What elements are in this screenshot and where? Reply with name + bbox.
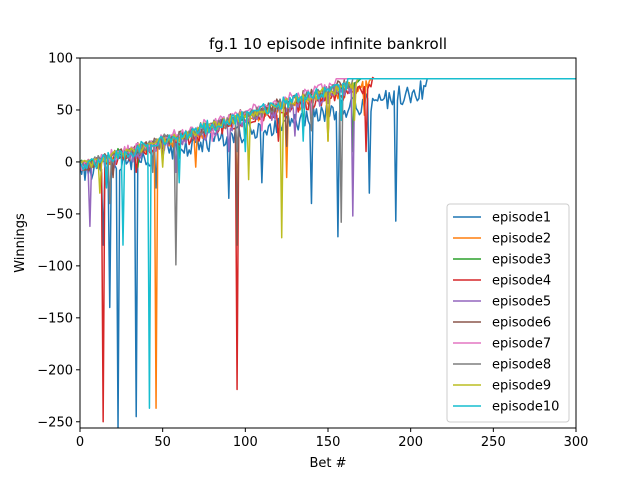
y-axis: 100 50 0 −50 −100 −150 −200 −250 bbox=[37, 52, 80, 430]
x-tick-label: 0 bbox=[76, 435, 84, 450]
legend-label-episode10: episode10 bbox=[492, 400, 559, 415]
legend-label-episode9: episode9 bbox=[492, 379, 551, 394]
x-tick-label: 100 bbox=[233, 435, 258, 450]
legend-label-episode8: episode8 bbox=[492, 358, 551, 373]
legend-label-episode2: episode2 bbox=[492, 232, 551, 247]
y-tick-label: −150 bbox=[37, 311, 73, 326]
legend: episode1 episode2 episode3 episode4 episode5… bbox=[446, 203, 570, 423]
y-tick-label: 100 bbox=[48, 52, 73, 67]
y-tick-label: −200 bbox=[37, 363, 73, 378]
legend-label-episode5: episode5 bbox=[492, 295, 551, 310]
y-tick-label: 50 bbox=[56, 103, 73, 118]
y-axis-label: Winnings bbox=[13, 213, 28, 273]
legend-label-episode1: episode1 bbox=[492, 211, 551, 226]
series-line-episode10 bbox=[80, 78, 576, 409]
legend-label-episode3: episode3 bbox=[492, 253, 551, 268]
x-tick-label: 50 bbox=[154, 435, 171, 450]
y-tick-label: 0 bbox=[65, 155, 73, 170]
x-tick-label: 200 bbox=[398, 435, 423, 450]
x-tick-label: 250 bbox=[481, 435, 506, 450]
chart-title: fg.1 10 episode infinite bankroll bbox=[209, 35, 447, 53]
y-tick-label: −50 bbox=[46, 207, 73, 222]
series-layer bbox=[80, 76, 576, 428]
y-tick-label: −100 bbox=[37, 259, 73, 274]
legend-label-episode7: episode7 bbox=[492, 337, 551, 352]
x-tick-label: 300 bbox=[564, 435, 589, 450]
legend-label-episode4: episode4 bbox=[492, 274, 551, 289]
legend-label-episode6: episode6 bbox=[492, 316, 551, 331]
x-tick-label: 150 bbox=[316, 435, 341, 450]
y-tick-label: −250 bbox=[37, 415, 73, 430]
x-axis: 0 50 100 150 200 250 300 bbox=[76, 428, 589, 450]
x-axis-label: Bet # bbox=[309, 456, 346, 471]
